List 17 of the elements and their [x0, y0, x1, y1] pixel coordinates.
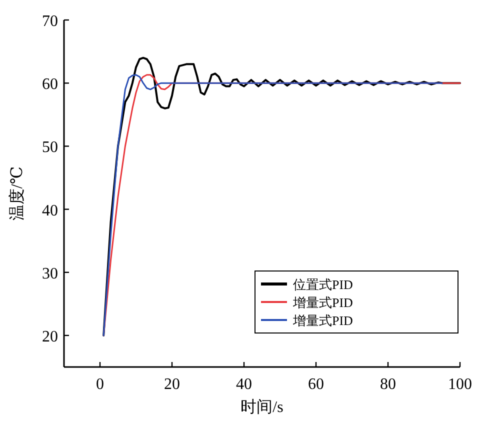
y-axis-title: 温度/℃	[8, 166, 26, 221]
legend-label: 位置式PID	[293, 277, 353, 292]
y-tick-label: 40	[42, 202, 58, 220]
y-tick-label: 20	[42, 328, 58, 346]
x-tick-label: 0	[96, 376, 104, 393]
x-tick-label: 60	[308, 376, 324, 393]
y-tick-label: 30	[42, 265, 58, 282]
x-tick-label: 80	[380, 376, 396, 393]
x-tick-label: 100	[448, 376, 472, 393]
y-tick-label: 60	[42, 76, 58, 94]
x-tick-label: 40	[236, 376, 252, 393]
legend-label: 增量式PID	[292, 295, 353, 310]
x-axis-title: 时间/s	[240, 398, 284, 416]
y-tick-label: 70	[42, 13, 58, 30]
y-tick-label: 50	[42, 139, 58, 156]
x-tick-label: 20	[164, 376, 180, 393]
legend-label: 增量式PID	[292, 313, 353, 328]
